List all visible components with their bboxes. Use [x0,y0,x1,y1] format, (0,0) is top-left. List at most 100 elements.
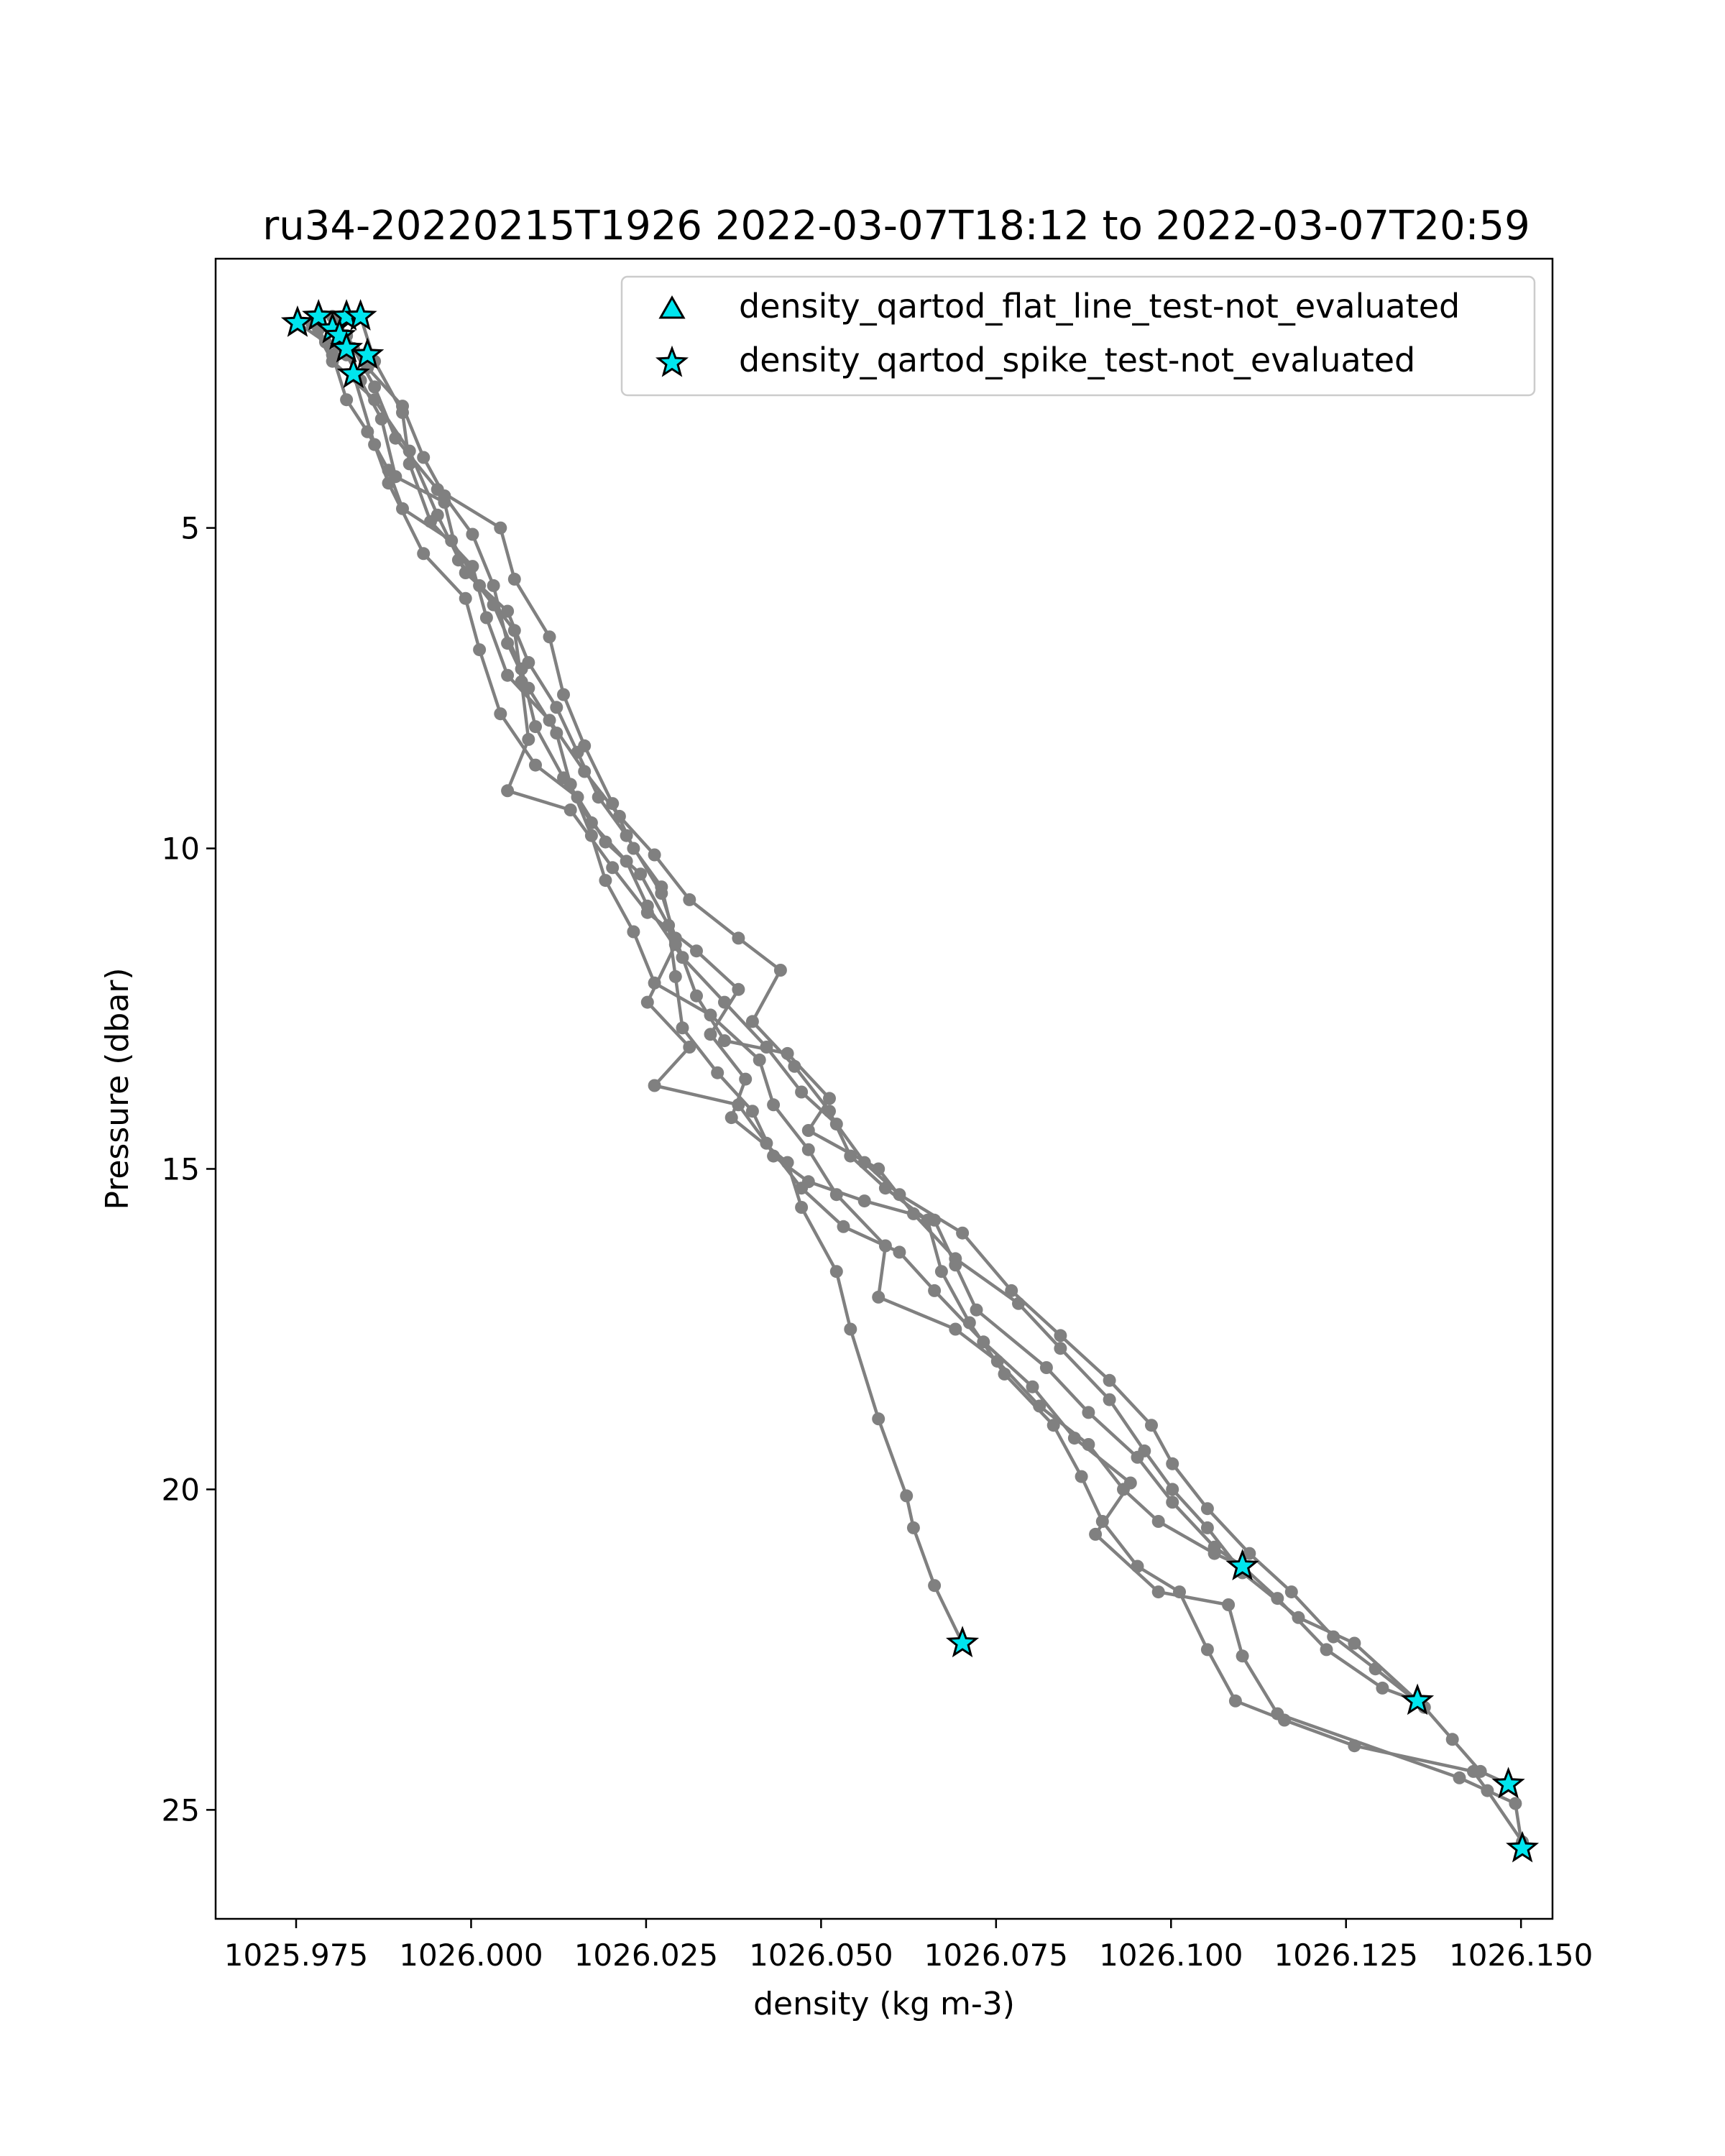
x-tick-label: 1026.000 [399,1938,543,1973]
profile-point [1243,1547,1256,1560]
y-tick-label: 10 [162,831,200,867]
x-tick-label: 1025.975 [224,1938,368,1973]
profile-point [634,867,648,881]
profile-point [872,1290,886,1304]
y-axis: 5 10 15 20 25 [162,511,216,1828]
profile-point [402,444,416,458]
legend-label-flat-line: density_qartod_flat_line_test-not_evalua… [739,287,1460,326]
profile-point [724,1111,738,1125]
profile-point [906,1521,920,1534]
profile-point [459,591,472,605]
spike-not-evaluated-marker [945,1626,980,1658]
profile-point [795,1181,809,1195]
profile-point [683,893,696,906]
profile-point [557,688,570,701]
profile-point [599,835,612,849]
profile-point [732,931,745,945]
profile-point [494,707,507,721]
profile-point [934,1265,948,1279]
profile-point [640,995,654,1009]
profile-point [823,1105,836,1118]
profile-point [1117,1483,1130,1496]
y-tick-label: 5 [180,511,200,546]
profile-point [620,829,633,842]
profile-point [1145,1419,1158,1432]
profile-point [732,982,745,996]
profile-point [592,791,605,804]
profile-point [501,784,515,798]
profile-point [655,887,668,900]
profile-point [1103,1373,1116,1387]
spike-not-evaluated-marker [302,299,336,331]
profile-point [1103,1393,1116,1406]
profile-point [1082,1438,1095,1451]
profile-point [878,1239,892,1253]
profile-point [928,1579,942,1593]
profile-point [522,681,535,695]
profile-point [382,464,395,477]
profile-point [1012,1296,1025,1310]
profile-point [340,393,354,407]
profile-point [872,1162,886,1176]
y-tick-label: 20 [162,1472,200,1507]
profile-point [459,566,472,579]
profile-line-6 [310,322,1419,1703]
profile-point [711,1066,724,1079]
profile-point [1509,1797,1522,1810]
profile-point [1222,1598,1236,1611]
profile-point [823,1092,836,1105]
profile-point [501,604,515,618]
profile-point [781,1046,794,1060]
profile-point [396,502,409,515]
profile-point [501,637,515,650]
legend-triangle-marker [658,295,686,319]
profile-point [522,732,535,746]
spike-not-evaluated-marker [280,305,315,337]
spike-not-evaluated-marker [323,318,356,350]
x-tick-label: 1026.075 [924,1938,1068,1973]
profile-point [1151,1585,1165,1599]
profile-point [1467,1764,1480,1778]
profile-point [584,829,598,842]
legend-star-marker [655,345,689,377]
profile-point [640,906,654,919]
profile-point [1320,1643,1333,1657]
profile-point [977,1335,990,1349]
profile-point [801,1143,815,1156]
profile-point [928,1284,942,1297]
profile-point [529,758,542,772]
profile-point [872,1412,886,1426]
profile-point [683,1041,696,1054]
profile-point [1046,1419,1060,1432]
profile-point [522,655,535,669]
x-tick-label: 1026.125 [1274,1938,1418,1973]
profile-point [690,989,703,1003]
profile-point [571,745,584,759]
profile-point [396,400,409,413]
profile-point [739,1072,753,1086]
profile-point [529,720,542,734]
profile-point [466,528,479,541]
profile-point [1075,1470,1088,1483]
profile-point [773,964,787,977]
profile-point [431,508,444,522]
profiles-layer [290,310,1530,1855]
profile-point [990,1355,1004,1368]
profile-point [844,1322,857,1336]
profile-point [1228,1694,1242,1708]
profile-point [473,643,487,657]
profile-point [361,425,374,438]
spike-not-evaluated-marker [336,356,370,389]
profile-point [1200,1502,1214,1516]
profile-point [1054,1329,1067,1342]
profile-point [550,727,564,740]
y-axis-label: Pressure (dbar) [99,967,136,1210]
profile-point [1138,1444,1151,1457]
profile-point [1348,1636,1361,1650]
profile-point [878,1181,892,1195]
profile-point [1292,1611,1305,1624]
profile-point [668,931,682,945]
profile-point [1284,1585,1298,1599]
profile-point [564,803,577,816]
x-axis-label: density (kg m-3) [753,1986,1015,2022]
